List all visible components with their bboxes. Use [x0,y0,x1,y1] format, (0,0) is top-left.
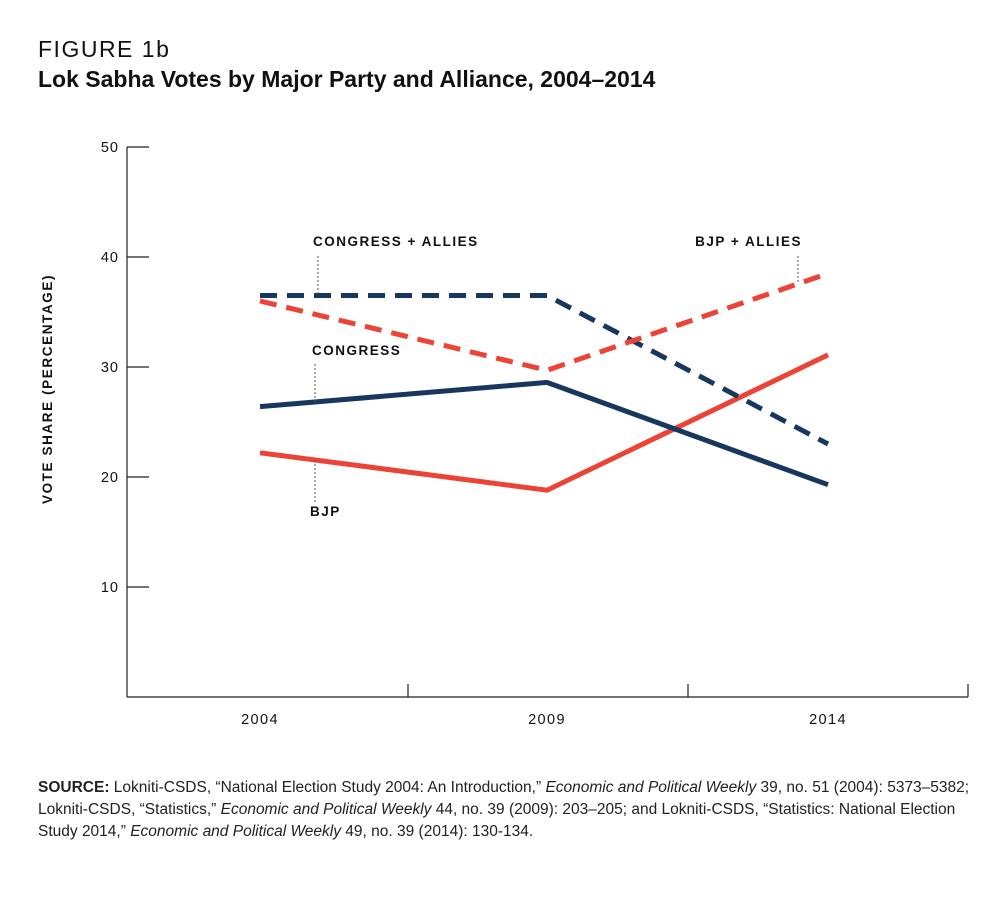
source-part-1: Economic and Political Weekly [545,779,757,796]
source-part-5: Economic and Political Weekly [130,823,341,840]
y-tick-label: 50 [101,140,119,156]
figure-label: FIGURE 1b [38,36,171,62]
line-chart: 10 20 30 40 50 2004 2009 2014 CONGRESS + ALLIES… [40,140,969,728]
series-label: CONGRESS + ALLIES [313,234,479,249]
chart-title: Lok Sabha Votes by Major Party and Allia… [38,66,656,92]
series-line-bjp [259,352,830,493]
y-tick-label: 40 [101,250,119,266]
y-axis-label: VOTE SHARE (PERCENTAGE) [40,274,55,504]
source-note: SOURCE: Lokniti-CSDS, “National Election… [38,777,978,843]
series-lines [259,271,830,493]
source-part-3: Economic and Political Weekly [220,801,432,818]
x-tick-label: 2004 [241,712,279,728]
axes: 10 20 30 40 50 2004 2009 2014 [101,140,969,728]
source-part-4: 44, no. 39 (2009): 203–205; and Lokniti-… [38,801,956,840]
y-tick-label: 20 [101,470,119,486]
source-part-6: 49, no. 39 (2014): 130-134. [340,823,534,840]
source-text: Lokniti-CSDS, “National Election Study 2… [38,779,969,840]
source-part-0: Lokniti-CSDS, “National Election Study 2… [109,779,546,796]
series-label: CONGRESS [312,343,401,358]
y-tick-label: 10 [101,580,119,596]
x-tick-label: 2009 [528,712,566,728]
source-part-2: 39, no. 51 (2004): 5373–5382; Lokniti-CS… [38,779,970,818]
source-label: SOURCE: [38,779,110,796]
series-label: BJP [310,504,341,519]
series-labels: CONGRESS + ALLIES BJP + ALLIES CONGRESS BJP [310,234,802,519]
x-tick-label: 2014 [809,712,847,728]
series-line-congress [259,379,829,488]
series-line-bjp-allies [259,271,829,373]
series-line-congress-allies [260,293,830,447]
series-label: BJP + ALLIES [695,234,802,249]
y-tick-label: 30 [101,360,119,376]
